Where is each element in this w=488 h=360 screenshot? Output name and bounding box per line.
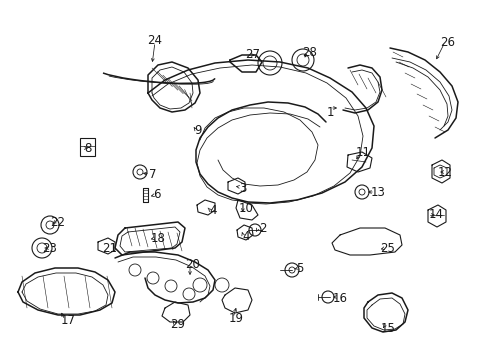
Text: 8: 8 — [84, 141, 92, 154]
Text: 22: 22 — [50, 216, 65, 229]
Text: 28: 28 — [302, 45, 317, 58]
Text: 24: 24 — [147, 33, 162, 46]
Text: 14: 14 — [427, 208, 443, 221]
Text: 13: 13 — [370, 185, 385, 198]
Text: 9: 9 — [194, 123, 202, 136]
Text: 27: 27 — [245, 49, 260, 62]
Text: 7: 7 — [149, 168, 157, 181]
Text: 17: 17 — [61, 314, 75, 327]
Text: 11: 11 — [355, 147, 370, 159]
Text: 2: 2 — [259, 221, 266, 234]
Text: 5: 5 — [296, 261, 303, 274]
Text: 19: 19 — [228, 311, 243, 324]
Text: 10: 10 — [238, 202, 253, 215]
Bar — [80, 138, 95, 156]
Text: 6: 6 — [153, 189, 161, 202]
Text: 4: 4 — [242, 230, 249, 243]
Text: 3: 3 — [239, 181, 246, 194]
Text: 12: 12 — [437, 166, 451, 179]
Text: 21: 21 — [102, 242, 117, 255]
Text: 29: 29 — [170, 319, 185, 332]
Text: 1: 1 — [325, 105, 333, 118]
Text: 16: 16 — [332, 292, 347, 305]
Text: 23: 23 — [42, 242, 57, 255]
Text: 26: 26 — [440, 36, 454, 49]
Text: 25: 25 — [380, 242, 395, 255]
Text: 18: 18 — [150, 231, 165, 244]
Text: 15: 15 — [380, 321, 395, 334]
Text: 20: 20 — [185, 258, 200, 271]
Text: 4: 4 — [209, 203, 216, 216]
